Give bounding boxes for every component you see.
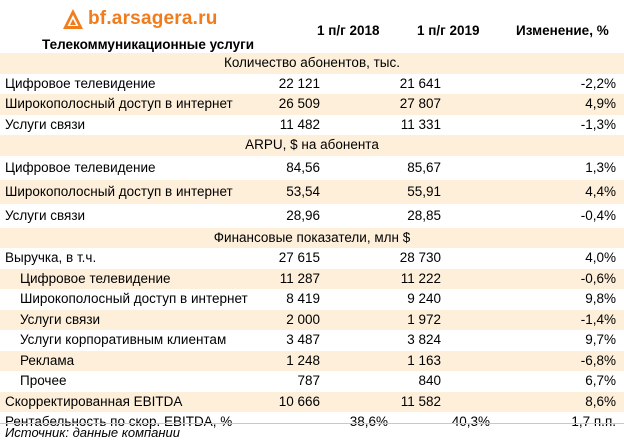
row-label: Цифровое телевидение	[20, 270, 171, 286]
value-change: -1,4%	[580, 311, 616, 327]
section-header: Финансовые показатели, млн $	[0, 227, 624, 248]
row-label: Широкополосный доступ в интернет	[5, 96, 233, 111]
source-note: Источник: данные компании	[5, 425, 181, 440]
value-2018: 3 487	[286, 332, 320, 347]
value-2019: 85,67	[407, 159, 441, 175]
section-label: Количество абонентов, тыс.	[223, 55, 400, 70]
value-change: -6,8%	[580, 352, 616, 368]
value-change: -1,3%	[580, 116, 616, 132]
value-2019: 11 331	[400, 116, 441, 132]
table-row: Широкополосный доступ в интернет 53,54 5…	[0, 179, 624, 204]
row-label: Прочее	[20, 373, 67, 388]
value-2019: 27 807	[399, 96, 441, 111]
value-2018: 8 419	[286, 291, 320, 306]
value-change: -0,4%	[580, 207, 616, 223]
logo: bf.arsagera.ru	[62, 6, 218, 32]
value-change: 4,4%	[585, 183, 616, 199]
sector-title: Телекоммуникационные услуги	[42, 37, 255, 52]
value-change: 4,0%	[585, 250, 616, 265]
table-bottom-divider	[0, 423, 624, 424]
value-2018: 2 000	[286, 311, 320, 327]
value-change: 8,6%	[585, 393, 616, 409]
value-2019: 28 730	[399, 250, 441, 265]
value-2019: 1 972	[407, 311, 441, 327]
table-row: Прочее 787 840 6,7%	[0, 371, 624, 392]
col-header-2018: 1 п/г 2018	[317, 23, 380, 38]
value-2019: 40,3%	[451, 414, 490, 429]
value-2019: 55,91	[407, 183, 441, 199]
value-2019: 3 824	[407, 332, 441, 347]
value-change: 1,3%	[585, 159, 616, 175]
section-header: Количество абонентов, тыс.	[0, 53, 624, 74]
row-label: Цифровое телевидение	[5, 75, 156, 91]
arsagera-logo-icon	[63, 9, 83, 29]
table-row: Услуги связи 2 000 1 972 -1,4%	[0, 309, 624, 330]
value-change: -0,6%	[580, 270, 616, 286]
value-2019: 9 240	[407, 291, 441, 306]
value-2018: 11 287	[279, 270, 320, 286]
section-header: ARPU, $ на абонента	[0, 135, 624, 156]
section-label: Финансовые показатели, млн $	[213, 229, 411, 245]
value-2018: 1 248	[286, 352, 320, 368]
value-2018: 22 121	[278, 75, 320, 91]
row-label: Скорректированная EBITDA	[5, 393, 183, 409]
data-table: Количество абонентов, тыс. Цифровое теле…	[0, 53, 624, 433]
value-change: 4,9%	[585, 96, 616, 111]
value-2019: 28,85	[407, 207, 441, 223]
value-change: 6,7%	[585, 373, 616, 388]
row-label: Услуги связи	[5, 116, 86, 132]
value-change: 1,7 п.п.	[571, 414, 616, 429]
table-row: Широкополосный доступ в интернет 26 509 …	[0, 94, 624, 115]
table-row: Рентабельность по скор. EBITDA, % 38,6% …	[0, 412, 624, 433]
row-label: Реклама	[20, 352, 75, 368]
value-2018: 787	[297, 373, 320, 388]
value-2018: 11 482	[279, 116, 320, 132]
value-2018: 26 509	[278, 96, 320, 111]
table-row: Цифровое телевидение 11 287 11 222 -0,6%	[0, 268, 624, 289]
value-2018: 84,56	[286, 159, 320, 175]
row-label: Широкополосный доступ в интернет	[20, 291, 248, 306]
table-row: Выручка, в т.ч. 27 615 28 730 4,0%	[0, 248, 624, 269]
value-2018: 28,96	[286, 207, 320, 223]
table-row: Скорректированная EBITDA 10 666 11 582 8…	[0, 391, 624, 412]
value-2018: 53,54	[286, 183, 320, 199]
value-2018: 27 615	[278, 250, 320, 265]
table-row: Услуги связи 28,96 28,85 -0,4%	[0, 204, 624, 228]
row-label: Рентабельность по скор. EBITDA, %	[5, 414, 233, 429]
row-label: Выручка, в т.ч.	[5, 250, 97, 265]
table-row: Услуги корпоративным клиентам 3 487 3 82…	[0, 330, 624, 351]
value-2018: 38,6%	[349, 414, 388, 429]
table-row: Услуги связи 11 482 11 331 -1,3%	[0, 115, 624, 136]
value-2019: 1 163	[407, 352, 441, 368]
value-change: -2,2%	[580, 75, 616, 91]
value-change: 9,7%	[585, 332, 616, 347]
row-label: Цифровое телевидение	[5, 159, 156, 175]
row-label: Услуги корпоративным клиентам	[20, 332, 227, 347]
logo-text: bf.arsagera.ru	[88, 8, 218, 29]
table-row: Широкополосный доступ в интернет 8 419 9…	[0, 289, 624, 310]
col-header-2019: 1 п/г 2019	[417, 23, 480, 38]
col-header-change: Изменение, %	[516, 23, 609, 38]
table-row: Реклама 1 248 1 163 -6,8%	[0, 350, 624, 371]
row-label: Услуги связи	[20, 311, 101, 327]
value-change: 9,8%	[585, 291, 616, 306]
table-row: Цифровое телевидение 84,56 85,67 1,3%	[0, 156, 624, 180]
table-row: Цифровое телевидение 22 121 21 641 -2,2%	[0, 74, 624, 95]
value-2019: 11 222	[400, 270, 441, 286]
row-label: Услуги связи	[5, 207, 86, 223]
row-label: Широкополосный доступ в интернет	[5, 183, 233, 199]
value-2019: 11 582	[400, 393, 441, 409]
value-2019: 840	[418, 373, 441, 388]
value-2019: 21 641	[399, 75, 441, 91]
section-label: ARPU, $ на абонента	[245, 137, 379, 152]
value-2018: 10 666	[278, 393, 320, 409]
